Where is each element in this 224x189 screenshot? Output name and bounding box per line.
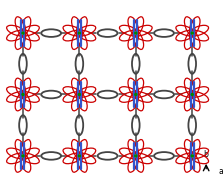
Circle shape [78,155,80,157]
Circle shape [135,32,137,34]
Text: a: a [219,167,224,176]
Circle shape [135,94,137,95]
Circle shape [22,94,24,95]
Text: b: b [203,149,208,159]
Circle shape [22,155,24,157]
Circle shape [191,155,193,157]
Circle shape [78,32,80,34]
Circle shape [78,94,80,95]
Circle shape [135,155,137,157]
Circle shape [191,32,193,34]
Circle shape [191,94,193,95]
Circle shape [22,32,24,34]
